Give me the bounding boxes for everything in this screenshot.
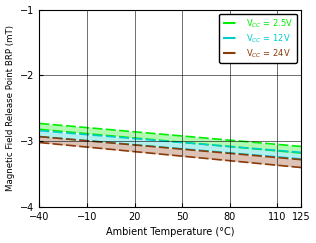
X-axis label: Ambient Temperature (°C): Ambient Temperature (°C) (106, 227, 234, 237)
Y-axis label: Magnetic Field Release Point BRP (mT): Magnetic Field Release Point BRP (mT) (6, 25, 15, 191)
Legend: V$_{CC}$ = 2.5V, V$_{CC}$ = 12V, V$_{CC}$ = 24V: V$_{CC}$ = 2.5V, V$_{CC}$ = 12V, V$_{CC}… (219, 14, 297, 63)
